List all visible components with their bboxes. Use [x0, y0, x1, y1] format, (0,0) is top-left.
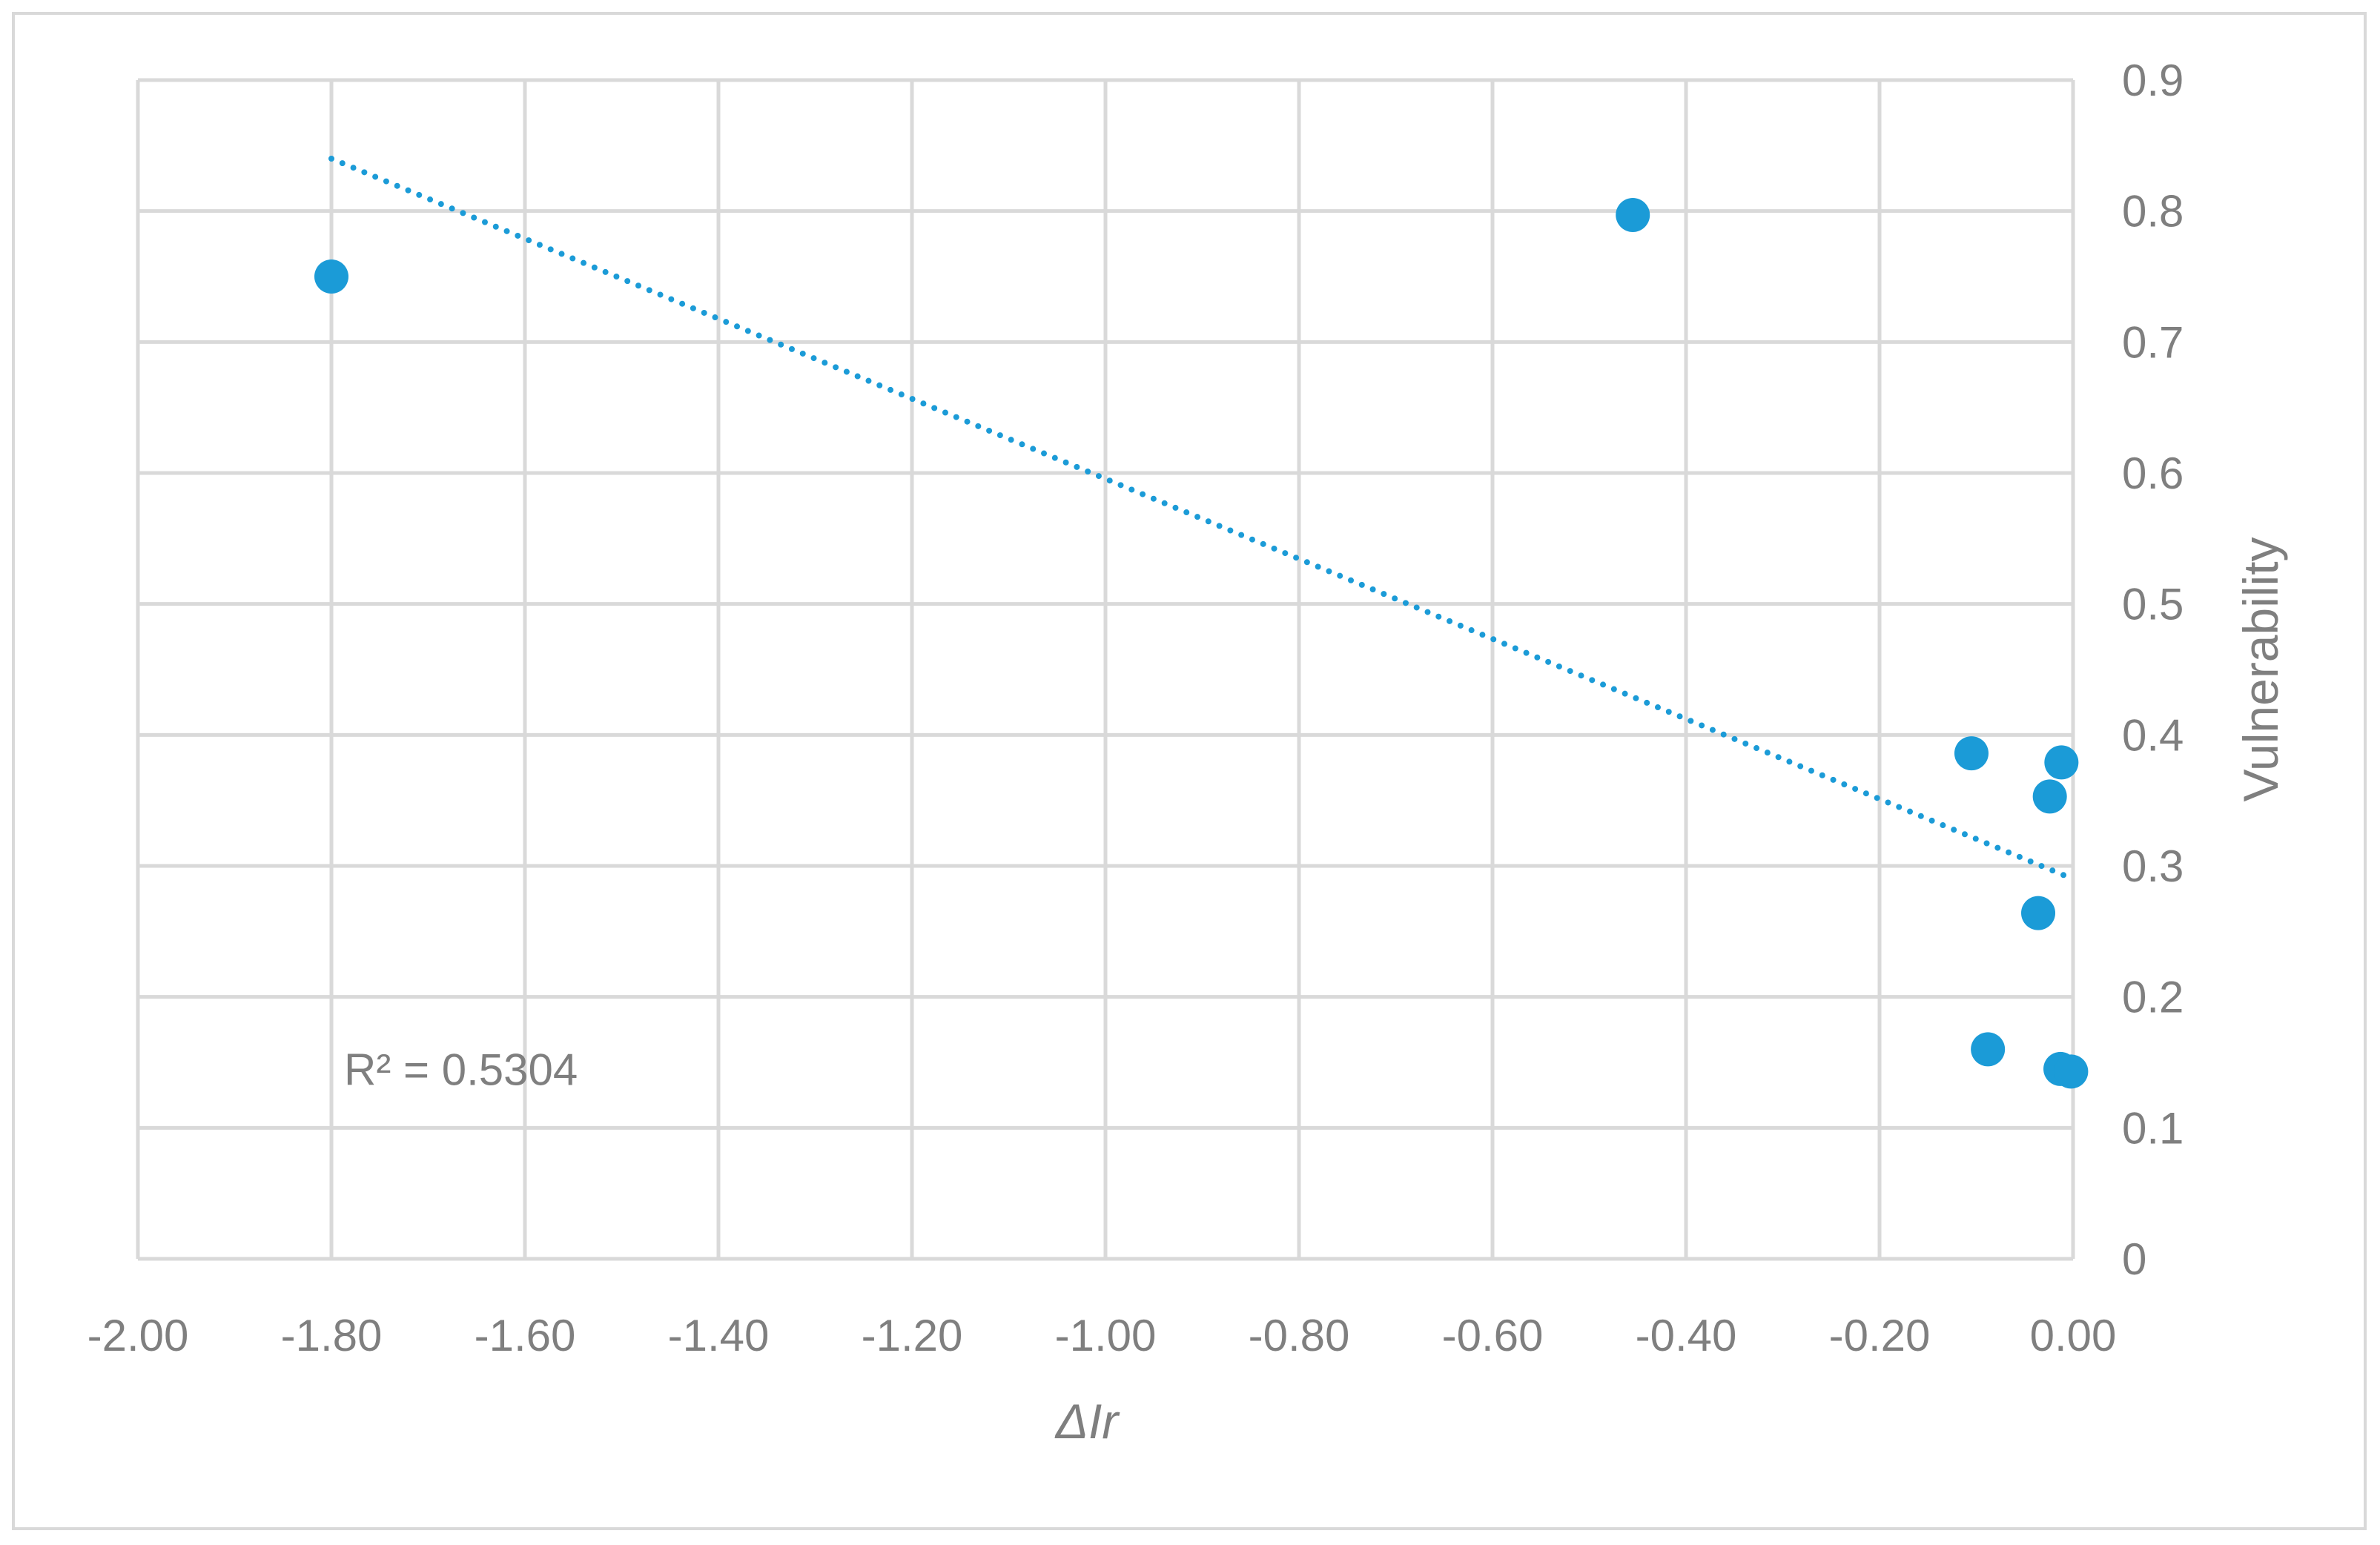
y-tick-label: 0.3: [2122, 841, 2184, 891]
x-axis-title: ΔIr: [1054, 1394, 1121, 1449]
data-point: [314, 259, 348, 294]
r-squared-annotation: R² = 0.5304: [344, 1045, 578, 1094]
trendline-layer: [328, 156, 2076, 882]
data-point: [1954, 736, 1989, 771]
data-point: [2032, 779, 2067, 814]
data-point: [2044, 745, 2079, 780]
x-tick-label: -1.00: [1055, 1311, 1157, 1360]
x-tick-label: -0.80: [1249, 1311, 1350, 1360]
data-point: [1971, 1032, 2006, 1067]
x-tick-label: -1.80: [281, 1311, 383, 1360]
y-tick-label: 0: [2122, 1234, 2146, 1284]
data-point: [1616, 197, 1650, 232]
data-points: [314, 197, 2089, 1089]
data-point: [2054, 1054, 2089, 1089]
y-axis-title: Vulnerability: [2233, 537, 2288, 801]
y-tick-label: 0.4: [2122, 710, 2184, 760]
y-tick-label: 0.1: [2122, 1103, 2184, 1153]
y-tick-label: 0.5: [2122, 580, 2184, 629]
y-tick-label: 0.9: [2122, 56, 2184, 105]
x-tick-label: 0.00: [2030, 1311, 2117, 1360]
gridlines: [136, 78, 2075, 1261]
x-tick-label: -1.40: [668, 1311, 770, 1360]
y-tick-label: 0.6: [2122, 449, 2184, 498]
chart-frame: [12, 12, 2367, 1530]
y-tick-label: 0.8: [2122, 187, 2184, 236]
data-point: [2021, 896, 2056, 930]
x-axis-tick-labels: -2.00 -1.80 -1.60 -1.40 -1.20 -1.00 -0.80 -0.60…: [87, 1311, 2117, 1360]
y-tick-label: 0.2: [2122, 973, 2184, 1022]
x-tick-label: -0.60: [1442, 1311, 1544, 1360]
x-tick-label: -0.40: [1636, 1311, 1737, 1360]
x-tick-label: -2.00: [87, 1311, 189, 1360]
linear-trendline: [328, 156, 2076, 882]
y-axis-tick-labels: 0 0.1 0.2 0.3 0.4 0.5 0.6 0.7 0.8 0.9: [2122, 56, 2184, 1284]
x-tick-label: -1.60: [475, 1311, 576, 1360]
y-tick-label: 0.7: [2122, 317, 2184, 367]
x-tick-label: -0.20: [1829, 1311, 1931, 1360]
x-tick-label: -1.20: [862, 1311, 963, 1360]
